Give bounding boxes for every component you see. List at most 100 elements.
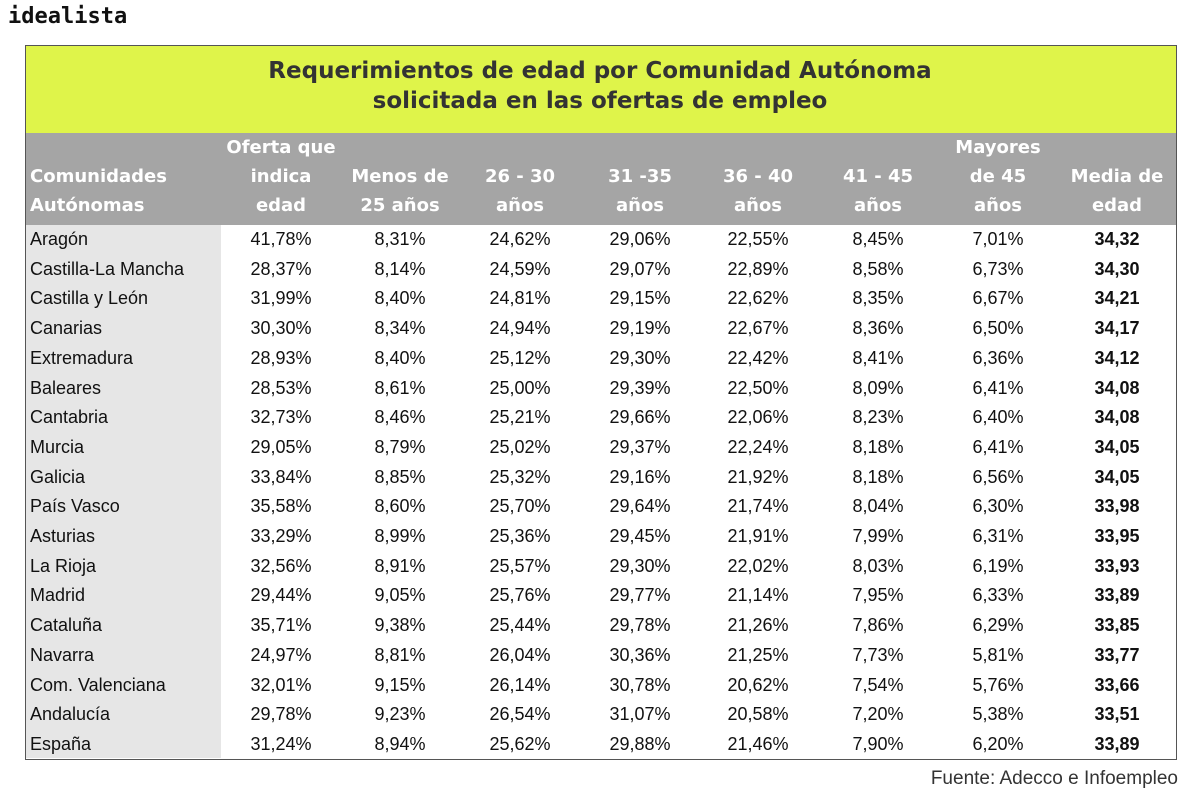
cell: 22,55% [727,229,789,249]
cell: 6,67% [972,288,1024,309]
row-label: La Rioja [30,555,97,576]
cell: 5,38% [972,704,1024,725]
cell: 6,30% [972,496,1024,517]
cell: 34,17 [1094,318,1140,339]
cell: 33,29% [250,526,312,546]
row-label: España [30,733,92,754]
cell: 25,32% [489,466,551,487]
row-label: Extremadura [30,347,134,368]
cell: 8,23% [852,407,904,428]
cell: 28,37% [250,258,312,279]
cell: 7,20% [852,704,904,725]
column-header: Mayores [955,137,1041,158]
cell: 31,24% [250,733,312,754]
cell: 25,21% [489,407,551,428]
cell: 25,12% [489,347,551,368]
cell: 33,95 [1094,526,1140,546]
cell: 8,40% [374,347,426,368]
title-band [26,46,1176,133]
cell: 34,05 [1094,466,1140,487]
cell: 6,29% [972,615,1024,636]
cell: 26,54% [489,704,551,725]
cell: 6,73% [972,258,1024,279]
cell: 33,77 [1094,644,1140,665]
cell: 8,36% [852,318,904,339]
cell: 25,44% [489,615,551,636]
cell: 21,91% [727,526,789,546]
column-header: indica [250,166,312,187]
cell: 21,25% [727,644,789,665]
title-line: Requerimientos de edad por Comunidad Aut… [268,58,932,84]
cell: 33,89 [1094,733,1140,754]
cell: 29,30% [609,347,671,368]
cell: 8,31% [374,229,426,249]
cell: 31,07% [609,704,671,725]
cell: 8,03% [852,555,904,576]
cell: 31,99% [250,288,312,309]
cell: 6,33% [972,585,1024,606]
column-header: edad [255,195,307,216]
cell: 25,00% [489,377,551,398]
cell: 33,89 [1094,585,1140,606]
cell: 22,89% [727,258,789,279]
cell: 5,81% [972,644,1024,665]
cell: 29,37% [609,436,671,457]
column-header: 41 - 45 [842,166,914,187]
cell: 30,30% [250,318,312,339]
cell: 24,94% [489,318,551,339]
cell: 8,41% [852,347,904,368]
cell: 20,58% [727,704,789,725]
column-header: años [973,195,1023,216]
cell: 22,62% [727,288,789,309]
cell: 35,71% [250,615,312,636]
cell: 7,86% [852,615,904,636]
cell: 25,62% [489,733,551,754]
table-border [25,45,1177,760]
column-header: 31 -35 [608,166,672,187]
cell: 29,64% [609,496,671,517]
cell: 30,36% [609,644,671,665]
cell: 24,59% [489,258,551,279]
logo: idealista [8,4,128,29]
cell: 32,01% [250,674,312,695]
cell: 6,56% [972,466,1024,487]
cell: 32,56% [250,555,312,576]
column-header: años [733,195,783,216]
cell: 25,57% [489,555,551,576]
cell: 6,31% [972,526,1024,546]
cell: 33,93 [1094,555,1140,576]
cell: 34,30 [1094,258,1140,279]
cell: 41,78% [250,229,312,249]
cell: 6,41% [972,436,1024,457]
cell: 9,38% [374,615,426,636]
cell: 29,30% [609,555,671,576]
cell: 29,45% [609,526,671,546]
row-label: Baleares [30,377,102,398]
column-header: edad [1091,195,1143,216]
column-header: de 45 [969,166,1027,187]
cell: 21,92% [727,466,789,487]
cell: 24,97% [250,644,312,665]
cell: 8,40% [374,288,426,309]
cell: 34,32 [1094,229,1140,249]
cell: 25,36% [489,526,551,546]
cell: 8,60% [374,496,426,517]
cell: 22,06% [727,407,789,428]
cell: 6,36% [972,347,1024,368]
cell: 34,21 [1094,288,1140,309]
cell: 6,40% [972,407,1024,428]
cell: 29,78% [250,704,312,725]
cell: 29,44% [250,585,312,606]
column-header: 25 años [360,195,440,216]
column-header: años [853,195,903,216]
cell: 24,62% [489,229,551,249]
column-header: 26 - 30 [484,166,556,187]
cell: 20,62% [727,674,789,695]
cell: 8,79% [374,436,426,457]
cell: 22,42% [727,347,789,368]
row-label: Cataluña [30,615,103,636]
cell: 24,81% [489,288,551,309]
column-header: Menos de [351,166,449,187]
row-label: Castilla y León [30,288,149,309]
